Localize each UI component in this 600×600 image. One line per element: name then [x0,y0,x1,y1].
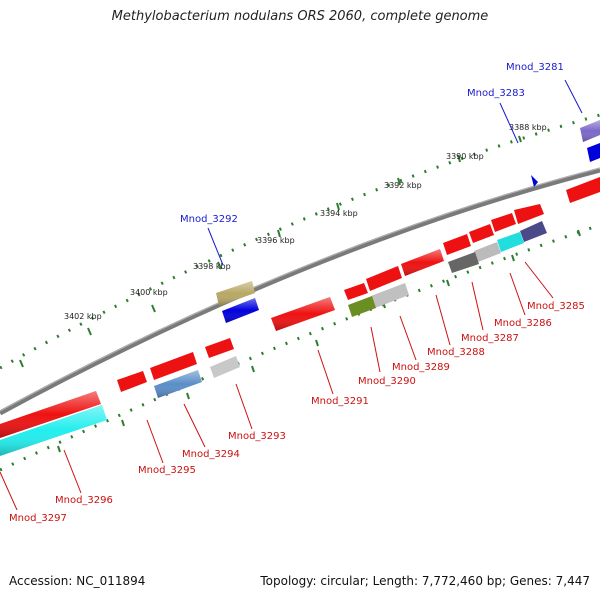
label-mnod-3293[interactable]: Mnod_3293 [228,431,286,442]
label-mnod-3290[interactable]: Mnod_3290 [358,376,416,387]
gene-mnod-3285-b[interactable] [520,221,547,242]
reverse-label-leaders [0,261,554,511]
gene-mnod-3295[interactable] [117,371,147,392]
gene-mnod-3285[interactable] [514,204,544,224]
tick-label-3394: 3394 kbp [320,209,358,218]
gene-mnod-3289-b[interactable] [371,283,409,308]
direction-arrow-icon [531,175,538,187]
label-mnod-3296[interactable]: Mnod_3296 [55,495,113,506]
gene-mnod-3290[interactable] [366,266,402,291]
gene-mnod-3290-b[interactable] [348,296,376,317]
tick-label-3390: 3390 kbp [446,152,484,161]
gene-mnod-3282[interactable] [587,143,600,162]
label-mnod-3295[interactable]: Mnod_3295 [138,465,196,476]
label-mnod-3285[interactable]: Mnod_3285 [527,301,585,312]
label-mnod-3289[interactable]: Mnod_3289 [392,362,450,373]
tick-label-3396: 3396 kbp [257,236,295,245]
gene-mnod-3293[interactable] [205,338,234,358]
gene-mnod-3288-b[interactable] [448,252,479,273]
label-mnod-3281[interactable]: Mnod_3281 [506,62,564,73]
inner-scale-ruler [0,223,600,472]
map-title: Methylobacterium nodulans ORS 2060, comp… [111,9,489,24]
genome-backbone [0,167,600,416]
label-mnod-3286[interactable]: Mnod_3286 [494,318,552,329]
label-mnod-3297[interactable]: Mnod_3297 [9,513,67,524]
tick-label-3388: 3388 kbp [509,123,547,132]
tick-label-3398: 3398 kbp [193,262,231,271]
label-mnod-3292[interactable]: Mnod_3292 [180,214,238,225]
gene-red-far-right[interactable] [566,177,600,203]
gene-mnod-3287[interactable] [469,224,494,243]
topology-text: Topology: circular; Length: 7,772,460 bp… [260,574,590,588]
label-mnod-3287[interactable]: Mnod_3287 [461,333,519,344]
tick-label-3402: 3402 kbp [64,312,102,321]
gene-mnod-3286[interactable] [491,213,516,232]
genome-backbone-highlight [0,167,600,412]
gene-mnod-3290-c[interactable] [344,283,368,300]
label-mnod-3288[interactable]: Mnod_3288 [427,347,485,358]
label-mnod-3291[interactable]: Mnod_3291 [311,396,369,407]
tick-label-3400: 3400 kbp [130,288,168,297]
outer-major-ticks [19,135,522,368]
gene-mnod-3286-b[interactable] [497,232,524,252]
gene-shading [0,120,600,456]
label-mnod-3294[interactable]: Mnod_3294 [182,449,240,460]
gene-mnod-3287-b[interactable] [474,242,501,262]
accession-text: Accession: NC_011894 [9,574,146,588]
gene-mnod-3294[interactable] [150,352,197,380]
gene-mnod-3288[interactable] [443,234,471,255]
label-mnod-3283[interactable]: Mnod_3283 [467,88,525,99]
tick-label-3392: 3392 kbp [384,181,422,190]
forward-label-leaders [207,79,583,266]
gene-mnod-3293-b[interactable] [210,356,240,378]
